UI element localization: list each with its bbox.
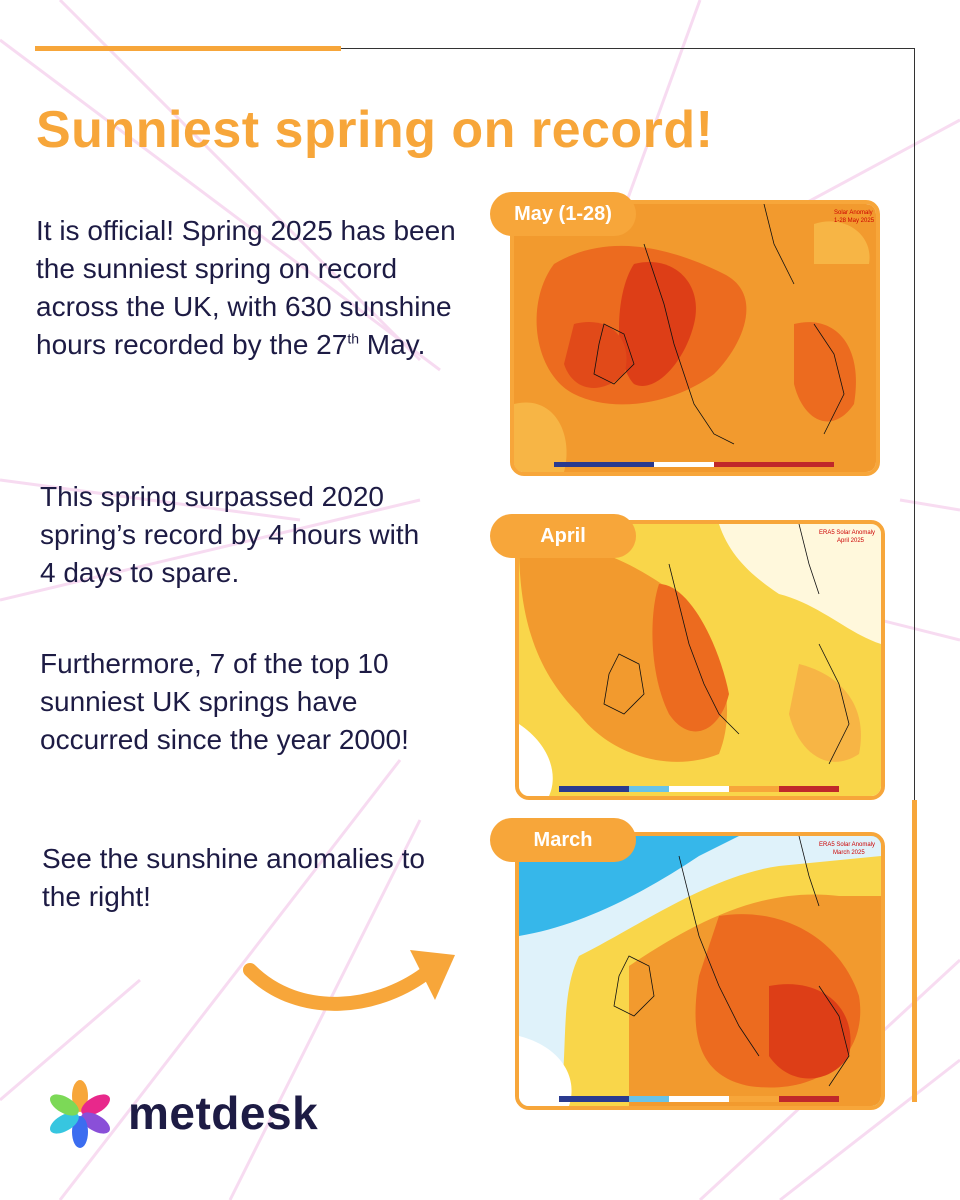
brand-name: metdesk [128,1087,319,1139]
page-title: Sunniest spring on record! [36,101,714,159]
frame-top-border [341,48,915,49]
april-map-title: ERA5 Solar Anomaly [819,530,875,536]
see-anomalies-paragraph: See the sunshine anomalies to the right! [42,843,425,912]
may-legend-bar [554,462,834,467]
curved-arrow-icon [243,950,455,1011]
april-map-subtitle: April 2025 [837,538,865,544]
intro-text: It is official! Spring 2025 has been the… [36,215,456,360]
march-label: March [490,818,636,862]
ordinal-suffix: th [347,330,359,347]
accent-top-line [35,46,341,51]
may-anomaly-map: Solar Anomaly 1-28 May 2025 [510,200,880,476]
furthermore-paragraph: Furthermore, 7 of the top 10 sunniest UK… [40,648,409,755]
may-map-subtitle: 1-28 May 2025 [834,218,875,224]
april-anomaly-map: ERA5 Solar Anomaly April 2025 [515,520,885,800]
may-map-title: Solar Anomaly [834,210,873,216]
may-label: May (1-28) [490,192,636,236]
record-paragraph: This spring surpassed 2020 spring’s reco… [40,481,420,588]
march-map-subtitle: March 2025 [833,850,865,856]
frame-right-border [914,48,915,800]
april-legend-bar [559,786,839,792]
march-legend-bar [559,1096,839,1102]
april-label: April [490,514,636,558]
march-anomaly-map: ERA5 Solar Anomaly March 2025 [515,832,885,1110]
march-map-title: ERA5 Solar Anomaly [819,842,875,848]
frame-right-accent [912,800,917,1102]
metdesk-logo-icon [49,1080,111,1148]
intro-paragraph: It is official! Spring 2025 has been the… [36,212,456,364]
intro-text-end: May. [359,329,426,360]
